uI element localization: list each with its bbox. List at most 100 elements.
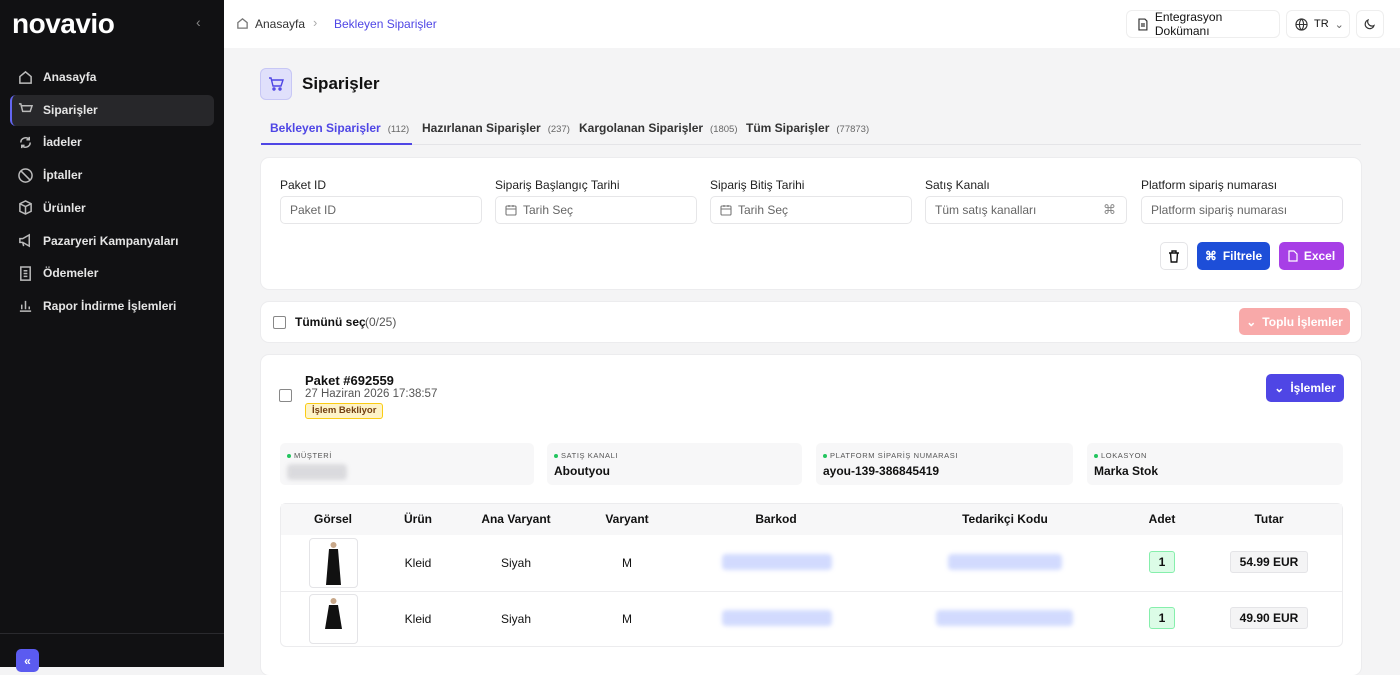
product-image (309, 538, 358, 588)
filter-button[interactable]: ⌘ Filtrele (1197, 242, 1270, 270)
docs-button[interactable]: Entegrasyon Dokümanı (1126, 10, 1280, 38)
tab-label: Bekleyen Siparişler (270, 121, 381, 135)
field-label: Sipariş Bitiş Tarihi (710, 178, 805, 192)
expand-button[interactable]: « (16, 649, 39, 672)
field-input[interactable]: Tarih Seç (495, 196, 697, 224)
blurred-supplier-code (948, 554, 1062, 570)
lang-select[interactable]: TR ⌄ (1286, 10, 1350, 38)
tab[interactable]: Hazırlanan Siparişler (237) (422, 121, 570, 135)
tab-count: (237) (547, 124, 570, 135)
column-header: Tedarikçi Kodu (962, 512, 1048, 526)
info-value: ayou-139-386845419 (823, 464, 940, 478)
nav-label: Anasayfa (43, 70, 97, 84)
tab-label: Tüm Siparişler (746, 121, 830, 135)
home-icon (237, 18, 248, 29)
field-input[interactable]: Tüm satış kanalları ⌘ (925, 196, 1127, 224)
nav-icon (19, 301, 32, 313)
tab-label: Hazırlanan Siparişler (422, 121, 541, 135)
column-header: Ana Varyant (481, 512, 551, 526)
nav-item[interactable]: Siparişler (18, 100, 98, 120)
filter-label: Filtrele (1222, 249, 1263, 263)
info-label: SATIŞ KANALI (554, 451, 795, 460)
nav-label: İptaller (43, 168, 83, 183)
info-box: PLATFORM SİPARİŞ NUMARASI ayou-139-386845… (816, 443, 1073, 485)
tab[interactable]: Kargolanan Siparişler (1805) (579, 121, 738, 135)
collapse-arrow[interactable]: ‹ (196, 14, 201, 30)
nav-label: Rapor İndirme İşlemleri (43, 298, 177, 313)
column-header: Görsel (313, 512, 352, 526)
tab-count: (77873) (836, 124, 870, 135)
info-box: LOKASYON Marka Stok (1087, 443, 1343, 485)
logo[interactable]: novavio (12, 8, 115, 39)
order-title: Paket #692559 (305, 373, 394, 388)
field-input[interactable]: Paket ID (280, 196, 482, 224)
product-image (309, 594, 358, 644)
field-label: Paket ID (280, 178, 327, 192)
divider (0, 633, 224, 634)
shortcut-icon: ⌘ (1103, 202, 1116, 217)
tab-count: (1805) (710, 124, 738, 135)
select-all-checkbox[interactable] (273, 316, 286, 329)
nav-label: Ödemeler (43, 266, 99, 281)
page-title: Siparişler (302, 74, 380, 93)
column-header: Tutar (1254, 512, 1284, 526)
field-placeholder: Tüm satış kanalları (935, 203, 1037, 217)
info-box: SATIŞ KANALI Aboutyou (547, 443, 802, 485)
nav-item[interactable]: İptaller (18, 165, 82, 185)
tab-count: (112) (387, 124, 410, 135)
nav-icon (18, 103, 33, 113)
lang: TR (1314, 18, 1329, 30)
docs-label: Entegrasyon Dokümanı (1154, 10, 1223, 38)
breadcrumb[interactable]: Anasayfa (255, 17, 306, 31)
total: 54.99 EUR (1230, 551, 1308, 573)
status-badge: İşlem Bekliyor (305, 403, 384, 419)
total: 49.90 EUR (1230, 607, 1308, 629)
table-header (281, 504, 1342, 535)
nav-label: Siparişler (43, 102, 98, 117)
bulk-actions-label: Toplu İşlemler (1262, 314, 1343, 329)
excel-label: Excel (1303, 249, 1336, 263)
field-placeholder: Platform sipariş numarası (1151, 203, 1288, 217)
select-count: (0/25) (365, 315, 397, 329)
cell-variant: M (622, 612, 632, 626)
blurred-value (287, 464, 347, 480)
excel-button[interactable]: Excel (1279, 242, 1344, 270)
field-placeholder: Tarih Seç (523, 203, 574, 217)
info-label: LOKASYON (1094, 451, 1336, 460)
tab-underline (261, 143, 412, 145)
info-value: Marka Stok (1094, 464, 1159, 478)
clear-button[interactable] (1160, 242, 1188, 270)
nav-item[interactable]: Ödemeler (18, 263, 98, 283)
theme-toggle[interactable] (1356, 10, 1384, 38)
cell-variant: M (622, 556, 632, 570)
nav-item[interactable]: Ürünler (18, 198, 86, 218)
field-input[interactable]: Tarih Seç (710, 196, 912, 224)
breadcrumb[interactable]: Bekleyen Siparişler (334, 17, 437, 31)
select-all-label[interactable]: Tümünü seç (295, 315, 366, 329)
bulk-actions-button[interactable]: ⌄ Toplu İşlemler (1239, 308, 1350, 335)
order-actions-label: İşlemler (1290, 381, 1336, 395)
quantity: 1 (1149, 551, 1175, 573)
tab[interactable]: Bekleyen Siparişler (112) (270, 121, 409, 135)
field-input[interactable]: Platform sipariş numarası (1141, 196, 1343, 224)
nav-item[interactable]: Anasayfa (18, 67, 96, 87)
nav-icon (19, 200, 32, 216)
tab[interactable]: Tüm Siparişler (77873) (746, 121, 869, 135)
cell-product: Kleid (404, 556, 432, 570)
tabs-line (261, 144, 1361, 145)
nav-item[interactable]: Pazaryeri Kampanyaları (18, 231, 178, 251)
order-actions-button[interactable]: ⌄ İşlemler (1266, 374, 1344, 402)
nav-item[interactable]: İadeler (18, 132, 82, 152)
row-divider (281, 591, 1342, 592)
column-header: Barkod (755, 512, 797, 526)
field-placeholder: Tarih Seç (738, 203, 789, 217)
tab-label: Kargolanan Siparişler (579, 121, 704, 135)
nav-icon (19, 70, 32, 84)
nav-icon (19, 233, 30, 248)
order-date: 27 Haziran 2026 17:38:57 (305, 388, 438, 400)
order-checkbox[interactable] (279, 389, 292, 402)
nav-item[interactable]: Rapor İndirme İşlemleri (18, 296, 176, 316)
blurred-barcode (722, 554, 832, 570)
info-box: MÜŞTERİ (280, 443, 534, 485)
